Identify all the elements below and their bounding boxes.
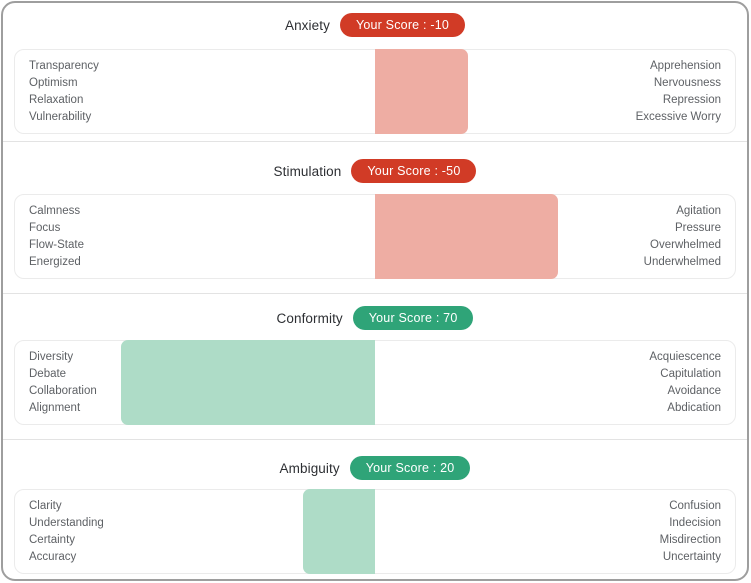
trait-label: Energized — [29, 255, 81, 268]
trait-label: Indecision — [669, 516, 721, 529]
section-anxiety: Anxiety Your Score : -10 Transparency Op… — [3, 3, 747, 141]
positive-trait-labels: Clarity Understanding Certainty Accuracy — [29, 490, 104, 573]
trait-label: Pressure — [674, 221, 721, 234]
trait-label: Abdication — [667, 401, 721, 414]
score-bar — [121, 340, 375, 425]
trait-label: Overwhelmed — [650, 238, 721, 251]
score-badge: Your Score : 70 — [352, 306, 474, 330]
trait-label: Certainty — [29, 533, 76, 546]
positive-trait-labels: Transparency Optimism Relaxation Vulnera… — [29, 50, 99, 133]
section-header: Stimulation Your Score : -50 — [3, 159, 747, 183]
trait-label: Understanding — [29, 516, 104, 529]
trait-label: Focus — [29, 221, 61, 234]
trait-label: Optimism — [29, 76, 78, 89]
section-title: Anxiety — [284, 17, 330, 33]
trait-label: Alignment — [29, 401, 81, 414]
trait-label: Clarity — [29, 499, 62, 512]
section-ambiguity: Ambiguity Your Score : 20 Clarity Unders… — [3, 439, 747, 579]
trait-label: Avoidance — [667, 384, 722, 397]
negative-trait-labels: Apprehension Nervousness Repression Exce… — [636, 50, 721, 133]
trait-label: Excessive Worry — [635, 110, 721, 123]
trait-label: Vulnerability — [29, 110, 92, 123]
section-conformity: Conformity Your Score : 70 Diversity Deb… — [3, 293, 747, 439]
section-header: Anxiety Your Score : -10 — [3, 13, 747, 37]
section-header: Conformity Your Score : 70 — [3, 306, 747, 330]
score-card: Transparency Optimism Relaxation Vulnera… — [14, 49, 736, 134]
trait-label: Diversity — [29, 350, 74, 363]
trait-label: Confusion — [669, 499, 721, 512]
negative-trait-labels: Confusion Indecision Misdirection Uncert… — [660, 490, 721, 573]
score-card: Calmness Focus Flow-State Energized Agit… — [14, 194, 736, 279]
negative-trait-labels: Acquiescence Capitulation Avoidance Abdi… — [649, 341, 721, 424]
score-bar — [303, 489, 375, 574]
trait-label: Accuracy — [29, 550, 77, 563]
trait-label: Misdirection — [659, 533, 721, 546]
trait-label: Underwhelmed — [643, 255, 721, 268]
trait-label: Transparency — [29, 59, 99, 72]
score-card: Diversity Debate Collaboration Alignment… — [14, 340, 736, 425]
section-header: Ambiguity Your Score : 20 — [3, 456, 747, 480]
section-title: Conformity — [276, 310, 343, 326]
score-badge: Your Score : -50 — [351, 159, 477, 183]
score-bar — [375, 49, 468, 134]
negative-trait-labels: Agitation Pressure Overwhelmed Underwhel… — [644, 195, 721, 278]
trait-label: Collaboration — [29, 384, 97, 397]
section-stimulation: Stimulation Your Score : -50 Calmness Fo… — [3, 141, 747, 293]
section-title: Stimulation — [273, 163, 342, 179]
trait-label: Apprehension — [650, 59, 721, 72]
trait-label: Nervousness — [653, 76, 721, 89]
trait-label: Uncertainty — [662, 550, 721, 563]
trait-label: Agitation — [676, 204, 721, 217]
positive-trait-labels: Calmness Focus Flow-State Energized — [29, 195, 84, 278]
positive-trait-labels: Diversity Debate Collaboration Alignment — [29, 341, 97, 424]
section-title: Ambiguity — [279, 460, 340, 476]
score-badge: Your Score : -10 — [339, 13, 466, 37]
trait-label: Capitulation — [660, 367, 721, 380]
score-bar — [375, 194, 558, 279]
trait-label: Debate — [29, 367, 67, 380]
trait-label: Flow-State — [29, 238, 84, 251]
score-card: Clarity Understanding Certainty Accuracy… — [14, 489, 736, 574]
trait-label: Calmness — [29, 204, 81, 217]
trait-label: Repression — [662, 93, 721, 106]
score-badge: Your Score : 20 — [349, 456, 471, 480]
trait-label: Relaxation — [29, 93, 84, 106]
trait-label: Acquiescence — [649, 350, 721, 363]
